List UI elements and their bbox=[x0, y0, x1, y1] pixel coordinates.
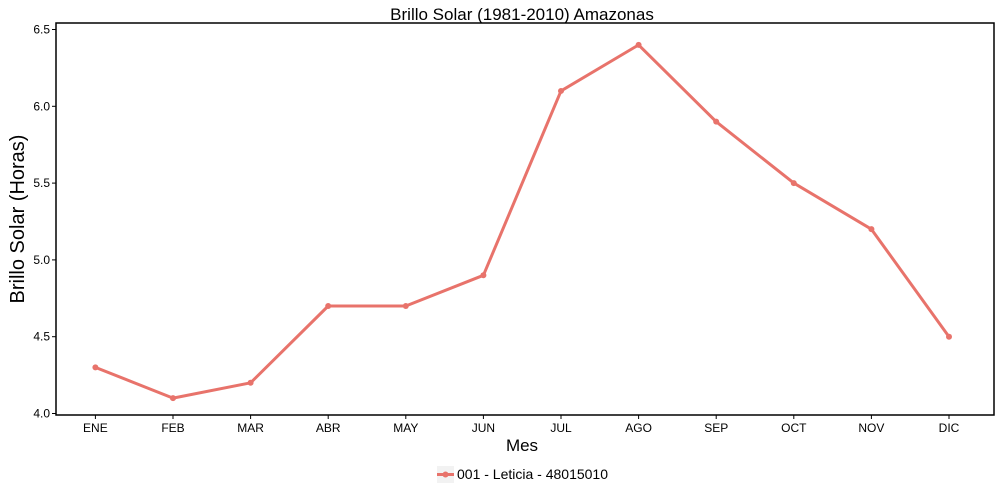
x-tick-label: JUL bbox=[550, 421, 572, 435]
x-tick-label: AGO bbox=[625, 421, 652, 435]
x-tick-label: NOV bbox=[858, 421, 884, 435]
y-axis-title: Brillo Solar (Horas) bbox=[7, 135, 29, 304]
data-point bbox=[325, 302, 332, 309]
x-tick-label: MAY bbox=[393, 421, 418, 435]
y-tick-label: 5.5 bbox=[33, 176, 50, 190]
plot-border bbox=[55, 22, 995, 416]
x-tick-label: MAR bbox=[237, 421, 264, 435]
data-point bbox=[713, 118, 720, 125]
x-tick-label: OCT bbox=[781, 421, 807, 435]
x-tick-label: SEP bbox=[704, 421, 728, 435]
legend: 001 - Leticia - 48015010 bbox=[437, 466, 608, 483]
x-tick-label: ENE bbox=[83, 421, 108, 435]
x-tick-label: DIC bbox=[939, 421, 960, 435]
data-point bbox=[247, 379, 254, 386]
x-axis-ticks: ENE FEB MAR ABR MAY JUN JUL AGO SEP OCT NOV DIC bbox=[83, 415, 960, 435]
y-tick-label: 5.0 bbox=[33, 253, 50, 267]
data-point bbox=[402, 302, 409, 309]
x-tick-label: ABR bbox=[316, 421, 341, 435]
data-point bbox=[92, 364, 99, 371]
data-point bbox=[946, 333, 952, 340]
data-point bbox=[480, 272, 487, 279]
x-tick-label: JUN bbox=[472, 421, 495, 435]
y-axis-ticks: 4.0 4.5 5.0 5.5 6.0 6.5 bbox=[33, 23, 56, 421]
data-point bbox=[170, 395, 176, 402]
x-tick-label: FEB bbox=[161, 421, 184, 435]
chart-title: Brillo Solar (1981-2010) Amazonas bbox=[390, 5, 654, 24]
series-layer bbox=[92, 41, 952, 402]
data-point bbox=[558, 87, 564, 94]
x-axis-title: Mes bbox=[506, 436, 538, 455]
series-line bbox=[93, 43, 951, 400]
legend-series-label: 001 - Leticia - 48015010 bbox=[457, 466, 608, 482]
y-tick-label: 6.5 bbox=[33, 23, 50, 37]
legend-series-marker bbox=[442, 471, 449, 478]
data-point bbox=[868, 226, 875, 233]
data-point bbox=[790, 180, 797, 187]
data-point bbox=[635, 41, 642, 48]
y-tick-label: 4.0 bbox=[33, 407, 50, 421]
y-tick-label: 6.0 bbox=[33, 99, 50, 113]
y-tick-label: 4.5 bbox=[33, 330, 50, 344]
